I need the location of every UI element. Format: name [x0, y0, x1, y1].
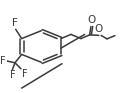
Text: F: F: [10, 70, 15, 80]
Text: O: O: [95, 24, 103, 34]
Text: F: F: [12, 18, 18, 28]
Text: F: F: [22, 69, 27, 79]
Text: F: F: [0, 56, 5, 66]
Text: O: O: [88, 15, 96, 25]
